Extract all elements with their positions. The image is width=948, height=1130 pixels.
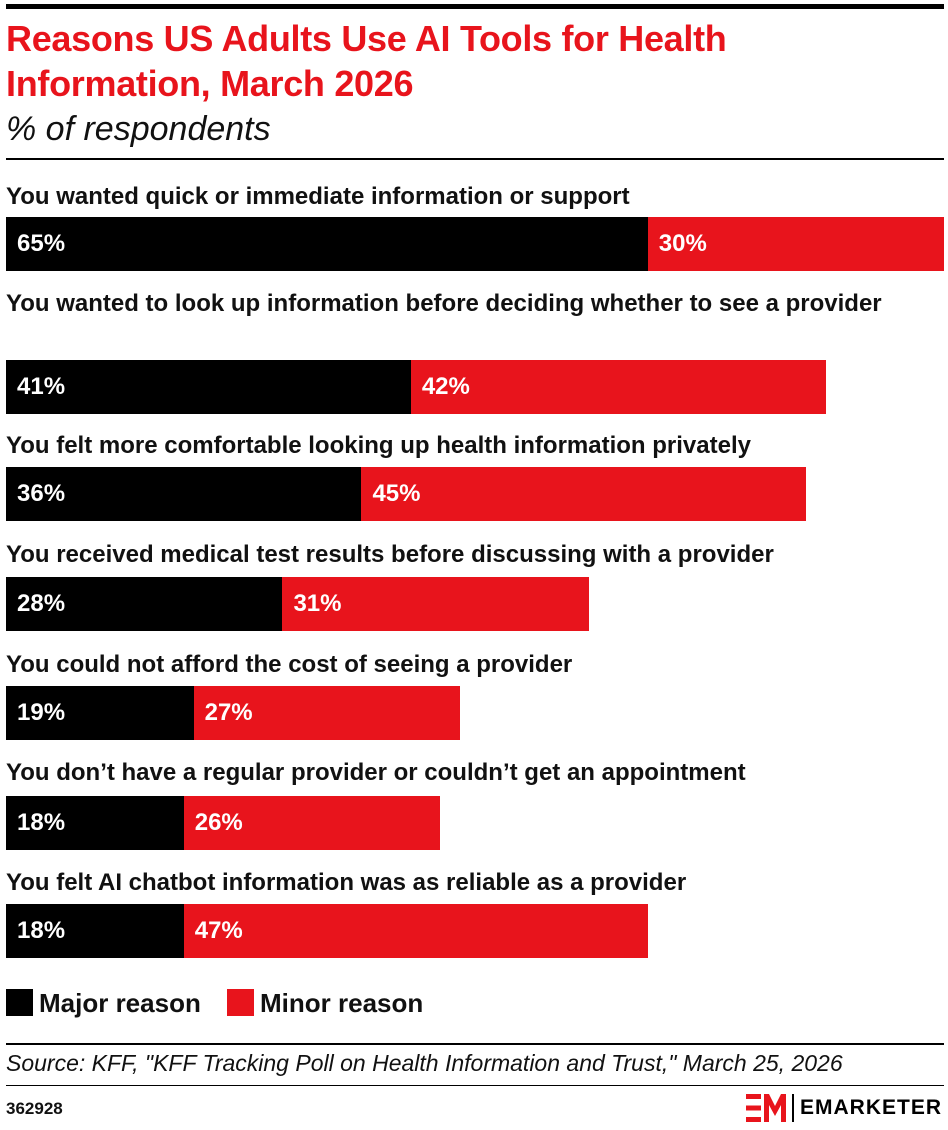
bar-value-label: 65% xyxy=(17,230,66,257)
bar-minor-reason: 31% xyxy=(282,577,589,631)
bar-value-label: 31% xyxy=(293,590,342,617)
bar-value-label: 19% xyxy=(17,699,66,726)
header-divider xyxy=(6,158,944,160)
bar-value-label: 41% xyxy=(17,373,66,400)
footer-bottom-rule xyxy=(6,1085,944,1086)
bar-value-label: 26% xyxy=(194,809,243,836)
legend-label: Minor reason xyxy=(260,988,424,1018)
bar-value-label: 30% xyxy=(658,230,707,257)
footer-divider xyxy=(6,1043,944,1045)
bar-minor-reason: 47% xyxy=(183,904,648,958)
brand-name: EMARKETER xyxy=(800,1096,943,1119)
emarketer-logo: EMARKETER xyxy=(746,1092,942,1124)
bar-minor-reason: 26% xyxy=(183,796,441,850)
bar-major-reason: 65% xyxy=(6,217,648,271)
category-label: You felt AI chatbot information was as r… xyxy=(6,869,687,896)
category-label: You don’t have a regular provider or cou… xyxy=(6,759,746,786)
bar-major-reason: 41% xyxy=(6,360,411,414)
legend-swatch xyxy=(6,989,33,1016)
bar-major-reason: 36% xyxy=(6,467,362,521)
logo-separator xyxy=(792,1094,794,1122)
top-rule xyxy=(6,4,944,9)
bar-value-label: 27% xyxy=(204,699,253,726)
em-logo-icon xyxy=(746,1094,786,1122)
bar-value-label: 28% xyxy=(17,590,66,617)
legend-label: Major reason xyxy=(39,988,201,1018)
category-label: You wanted to look up information before… xyxy=(6,290,882,317)
source-note: Source: KFF, "KFF Tracking Poll on Healt… xyxy=(6,1050,843,1076)
bar-value-label: 18% xyxy=(17,809,66,836)
chart-subtitle: % of respondents xyxy=(6,110,271,148)
category-label: You received medical test results before… xyxy=(6,541,774,568)
bar-value-label: 18% xyxy=(17,917,66,944)
category-label: You felt more comfortable looking up hea… xyxy=(6,432,751,459)
bar-value-label: 47% xyxy=(194,917,243,944)
bar-value-label: 42% xyxy=(421,373,470,400)
legend-swatch xyxy=(227,989,254,1016)
bar-major-reason: 18% xyxy=(6,904,184,958)
bar-major-reason: 28% xyxy=(6,577,283,631)
bar-minor-reason: 27% xyxy=(193,686,461,740)
chart-id: 362928 xyxy=(6,1099,63,1118)
bar-minor-reason: 42% xyxy=(410,360,826,414)
chart-title: Reasons US Adults Use AI Tools for Healt… xyxy=(6,18,727,104)
bar-value-label: 45% xyxy=(372,480,421,507)
bar-minor-reason: 45% xyxy=(361,467,806,521)
bar-minor-reason: 30% xyxy=(647,217,944,271)
bar-major-reason: 18% xyxy=(6,796,184,850)
category-label: You could not afford the cost of seeing … xyxy=(6,651,573,678)
bar-value-label: 36% xyxy=(17,480,66,507)
category-label: You wanted quick or immediate informatio… xyxy=(6,183,630,210)
bar-major-reason: 19% xyxy=(6,686,194,740)
